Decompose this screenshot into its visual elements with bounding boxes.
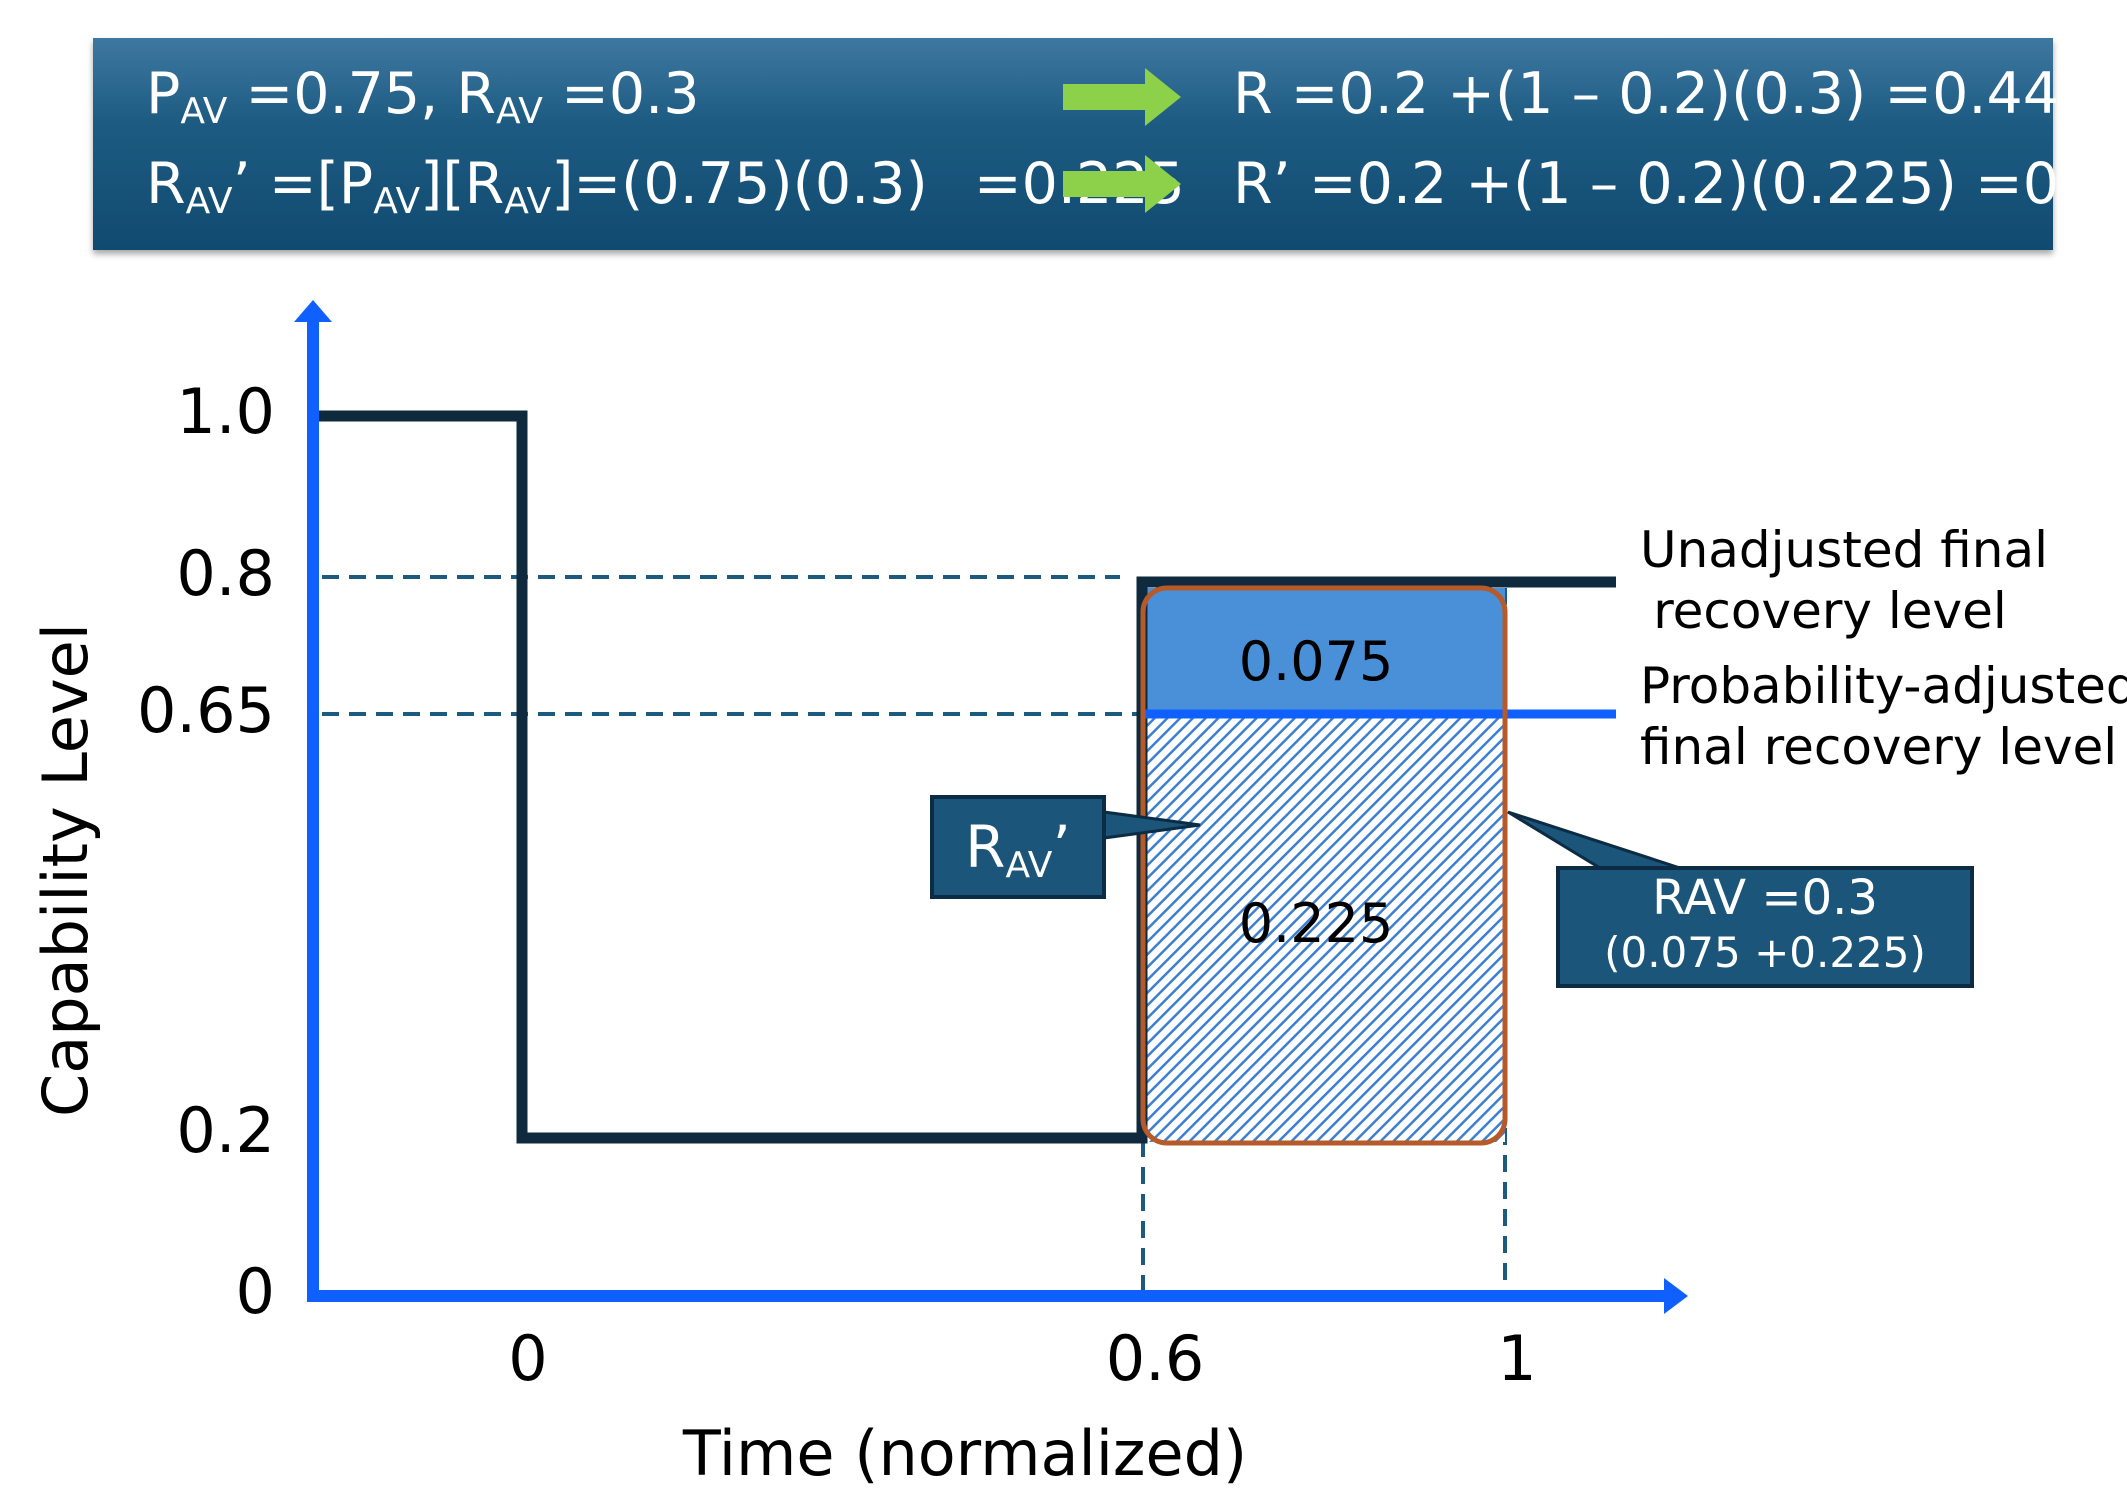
green-arrow-icon (1063, 155, 1181, 213)
unadjusted-label: Unadjusted final recovery level (1640, 521, 2049, 640)
y-tick-0.65: 0.65 (137, 674, 275, 747)
y-tick-0.8: 0.8 (176, 537, 275, 610)
y-tick-1.0: 1.0 (176, 375, 275, 448)
segment-0.225 (1143, 714, 1505, 1142)
rav-box-pointer (1507, 810, 1681, 870)
adjusted-label: Probability-adjusted final recovery leve… (1640, 657, 2127, 776)
rav-prime-box: RAV’ (930, 795, 1106, 899)
x-tick-1: 1 (1497, 1322, 1536, 1395)
x-axis-label: Time (normalized) (682, 1417, 1247, 1490)
formula-line1-left: PAV =0.75, RAV =0.3 (146, 61, 700, 132)
formula-line2-left: RAV’ =[PAV][RAV]=(0.75)(0.3) =0.225 (146, 151, 1185, 222)
y-axis-arrow-icon (294, 300, 332, 322)
formula-line1-right: R =0.2 +(1 – 0.2)(0.3) =0.44 (1233, 61, 2060, 127)
y-axis-label: Capability Level (29, 623, 102, 1117)
recovery-outline (1140, 585, 1508, 1146)
segment-0.075 (1143, 588, 1505, 714)
x-tick-0.6: 0.6 (1106, 1322, 1205, 1395)
segment-label-0.075: 0.075 (1239, 630, 1394, 693)
rav-total-box: RAV =0.3 (0.075 +0.225) (1556, 866, 1974, 988)
y-tick-0: 0 (236, 1255, 275, 1328)
x-tick-0: 0 (508, 1322, 547, 1395)
formula-line2-right: R’ =0.2 +(1 – 0.2)(0.225) =0.38 (1233, 151, 2127, 217)
green-arrow-icon (1063, 68, 1181, 126)
capability-curve (313, 410, 1616, 1144)
x-axis-arrow-icon (1664, 1278, 1688, 1314)
y-tick-0.2: 0.2 (176, 1094, 275, 1167)
formula-banner: PAV =0.75, RAV =0.3 RAV’ =[PAV][RAV]=(0.… (93, 38, 2127, 250)
segment-label-0.225: 0.225 (1239, 892, 1394, 955)
